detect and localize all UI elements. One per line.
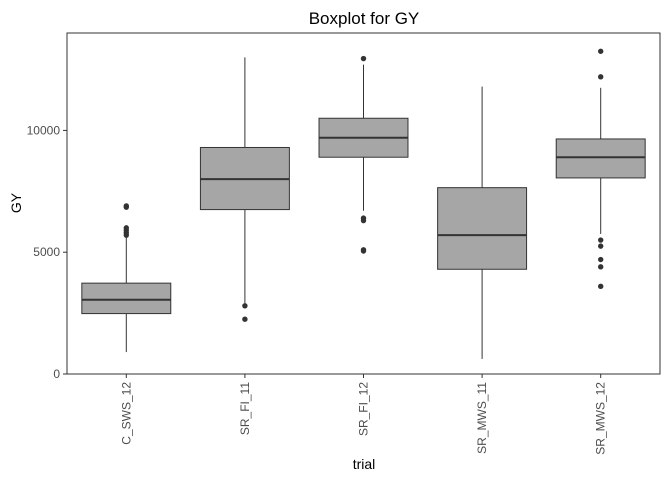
x-tick-label: SR_MWS_12 (594, 382, 608, 455)
box-SR_FI_12 (318, 55, 409, 254)
y-tick-label: 5000 (33, 245, 60, 259)
box-SR_FI_11 (199, 57, 290, 322)
outlier-point (123, 203, 129, 209)
outlier-point (598, 48, 604, 54)
plot-area: 0 5000 10000 C_SWS_12 SR_FI_11 SR_FI_12 SR_MWS… (27, 32, 661, 455)
outlier-point (360, 248, 367, 254)
x-axis-title: trial (353, 456, 376, 472)
box-SR_MWS_12 (555, 48, 646, 290)
box-iqr (81, 282, 172, 315)
outlier-point (598, 264, 604, 270)
x-tick-label: C_SWS_12 (119, 382, 133, 445)
y-tick-label: 10000 (27, 123, 61, 137)
box-C_SWS_12 (81, 203, 172, 353)
outlier-point (598, 283, 604, 290)
outlier-point (123, 225, 129, 231)
chart-title: Boxplot for GY (309, 9, 420, 28)
x-tick-label: SR_MWS_11 (475, 382, 489, 454)
outlier-point (598, 243, 604, 249)
x-tick-label: SR_FI_12 (357, 382, 371, 436)
box-iqr (437, 187, 528, 270)
box-SR_MWS_11 (437, 86, 528, 359)
box-iqr (555, 138, 646, 179)
outlier-point (242, 316, 248, 322)
outlier-point (598, 256, 604, 263)
y-tick-label: 0 (53, 367, 60, 381)
y-axis-title: GY (8, 192, 24, 213)
outlier-point (360, 55, 367, 62)
outlier-point (598, 237, 604, 243)
outlier-point (598, 74, 604, 80)
outlier-point (360, 215, 367, 221)
x-tick-label: SR_FI_11 (238, 382, 252, 435)
outlier-point (242, 303, 248, 309)
